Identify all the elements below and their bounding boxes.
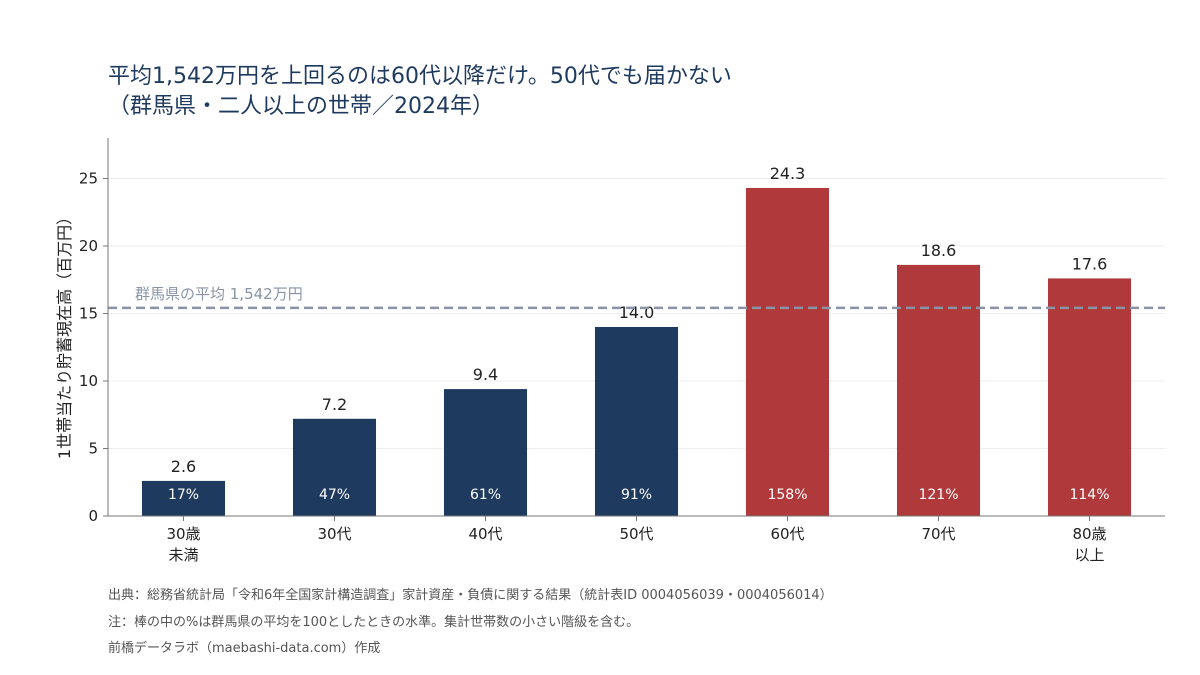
y-tick-label: 10	[79, 372, 98, 390]
bar-value-label: 14.0	[619, 303, 655, 322]
bar-percent-label: 91%	[621, 487, 652, 503]
bar	[745, 187, 830, 516]
y-tick-label: 15	[79, 305, 98, 323]
x-tick-label: 70代	[921, 525, 955, 543]
bar-percent-label: 121%	[918, 487, 958, 503]
bar	[896, 264, 981, 516]
y-tick-label: 5	[88, 440, 98, 458]
x-tick-label: 40代	[468, 525, 502, 543]
x-tick-label: 80歳	[1072, 525, 1106, 543]
y-axis-label: 1世帯当たり貯蓄現在高（百万円）	[55, 209, 74, 459]
x-tick-label: 60代	[770, 525, 804, 543]
average-label: 群馬県の平均 1,542万円	[135, 285, 303, 303]
bar	[443, 389, 528, 516]
average-reference: 群馬県の平均 1,542万円	[108, 285, 1165, 310]
chart-title-line2: （群馬県・二人以上の世帯／2024年）	[108, 94, 494, 119]
x-tick-label: 以上	[1074, 546, 1104, 564]
bar-percent-label: 114%	[1069, 487, 1109, 503]
x-tick-label: 50代	[619, 525, 653, 543]
bars: 2.6 17% 7.2 47% 9.4 61% 14.0 91% 24.3 158% 18.6 121…	[141, 164, 1132, 516]
bar-value-label: 9.4	[473, 365, 498, 384]
bar-value-label: 24.3	[770, 164, 806, 183]
y-tick-label: 0	[88, 507, 98, 525]
bar	[141, 480, 226, 516]
bar-value-label: 17.6	[1072, 254, 1108, 273]
y-tick-label: 25	[79, 170, 98, 188]
bar-percent-label: 158%	[767, 487, 807, 503]
bar-value-label: 2.6	[171, 457, 196, 476]
bar-chart: 2.6 17% 7.2 47% 9.4 61% 14.0 91% 24.3 158% 18.6 121…	[55, 138, 1165, 564]
x-tick-label: 未満	[168, 546, 198, 564]
bar	[292, 418, 377, 516]
bar	[594, 327, 679, 516]
bar	[1047, 278, 1132, 516]
chart-title: 平均1,542万円を上回るのは60代以降だけ。50代でも届かない （群馬県・二人…	[108, 62, 732, 122]
credit-note: 前橋データラボ（maebashi-data.com）作成	[108, 641, 381, 656]
x-tick-label: 30代	[317, 525, 351, 543]
bar-percent-label: 17%	[168, 487, 199, 503]
percent-note: 注：棒の中の%は群馬県の平均を100としたときの水準。集計世帯数の小さい階級を含…	[108, 614, 640, 630]
bar-percent-label: 47%	[319, 487, 350, 503]
x-tick-label: 30歳	[166, 525, 200, 543]
bar-percent-label: 61%	[470, 487, 501, 503]
footnotes: 出典：総務省統計局「令和6年全国家計構造調査」家計資産・負債に関する結果（統計表…	[108, 583, 833, 663]
source-note: 出典：総務省統計局「令和6年全国家計構造調査」家計資産・負債に関する結果（統計表…	[108, 588, 833, 603]
y-tick-label: 20	[79, 237, 98, 255]
bar-value-label: 7.2	[322, 395, 347, 414]
bar-value-label: 18.6	[921, 241, 957, 260]
chart-title-line1: 平均1,542万円を上回るのは60代以降だけ。50代でも届かない	[108, 64, 732, 89]
